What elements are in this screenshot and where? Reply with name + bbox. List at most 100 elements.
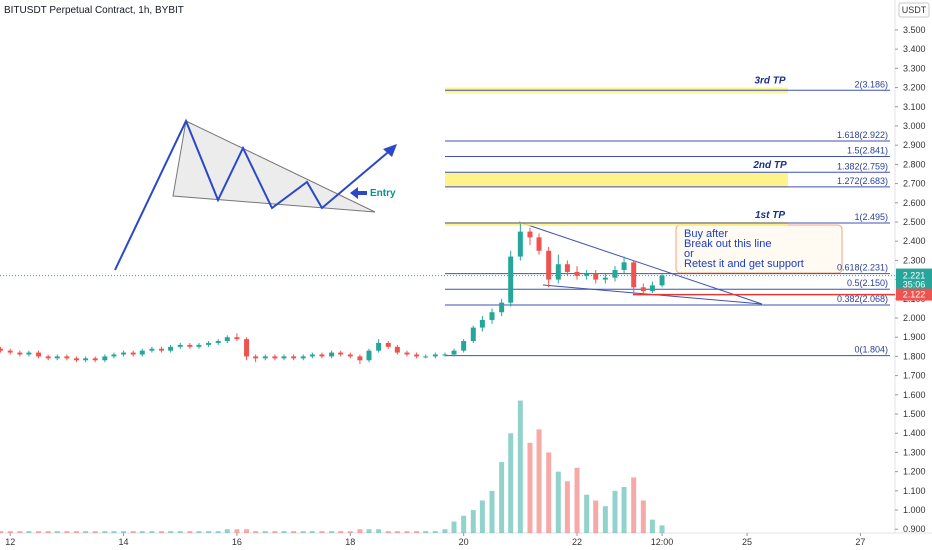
volume-bar: [253, 531, 259, 533]
candle-body: [470, 327, 476, 342]
volume-bar: [564, 481, 570, 533]
candle-body: [121, 352, 127, 355]
volume-bar: [92, 531, 98, 533]
volume-bar: [45, 531, 51, 533]
y-tick-label: 1.600: [903, 390, 926, 400]
y-tick-label: 1.400: [903, 428, 926, 438]
candle-body: [309, 354, 315, 357]
y-tick-label: 2.700: [903, 179, 926, 189]
candle-body: [423, 356, 429, 358]
y-tick-label: 1.100: [903, 486, 926, 496]
candle-body: [187, 344, 193, 347]
candle-body: [300, 356, 306, 359]
x-tick-label: 22: [572, 537, 582, 547]
fib-label: 1.382(2.759): [837, 161, 888, 171]
volume-bar: [451, 521, 457, 533]
candle-body: [527, 231, 533, 238]
candle-body: [45, 356, 51, 359]
candle-body: [234, 337, 240, 340]
candle-body: [64, 356, 70, 359]
volume-bar: [499, 462, 505, 533]
candle-body: [347, 354, 353, 357]
volume-bar: [159, 531, 165, 533]
volume-bar: [432, 531, 438, 533]
volume-bar: [640, 500, 646, 533]
fib-label: 1.5(2.841): [847, 146, 888, 156]
upper-trendline: [518, 221, 763, 305]
x-tick-label: 27: [855, 537, 865, 547]
volume-bar: [404, 531, 410, 533]
candle-body: [649, 285, 655, 292]
candle-body: [262, 356, 268, 359]
volume-bar: [111, 531, 117, 533]
volume-bar: [546, 452, 552, 533]
volume-bar: [338, 531, 344, 533]
chart-title: BITUSDT Perpetual Contract, 1h, BYBIT: [4, 5, 184, 16]
volume-bar: [659, 525, 665, 533]
currency-badge: [898, 2, 930, 18]
candle-body: [338, 352, 344, 355]
y-tick-label: 1.500: [903, 409, 926, 419]
tp-zone-label: 3rd TP: [754, 76, 785, 87]
candle-body: [536, 237, 542, 251]
candle-body: [584, 273, 590, 276]
volume-bar: [555, 471, 561, 533]
candle-body: [404, 352, 410, 355]
volume-bar: [234, 529, 240, 533]
volume-bar: [272, 531, 278, 533]
arrow-head: [383, 144, 397, 157]
y-tick-label: 1.300: [903, 447, 926, 457]
volume-bar: [224, 529, 230, 533]
candle-body: [291, 356, 297, 359]
volume-bar: [74, 531, 80, 533]
volume-bar: [215, 531, 221, 533]
volume-bar: [479, 500, 485, 533]
candle-body: [149, 348, 155, 351]
x-tick-label: 25: [742, 537, 752, 547]
volume-bar: [300, 531, 306, 533]
fib-label: 2(3.186): [854, 79, 888, 89]
y-tick-label: 3.400: [903, 44, 926, 54]
candle-body: [83, 358, 89, 361]
candle-body: [215, 341, 221, 343]
candle-body: [555, 264, 561, 280]
y-tick-label: 2.000: [903, 313, 926, 323]
candle-body: [394, 346, 400, 353]
support-tag: [896, 288, 932, 301]
volume-bar: [149, 531, 155, 533]
volume-bar: [357, 529, 363, 533]
tp-zone: [445, 172, 788, 188]
candle-body: [574, 271, 580, 276]
candle-body: [54, 356, 60, 359]
volume-bar: [139, 531, 145, 533]
candle-body: [244, 339, 250, 357]
y-tick-label: 1.700: [903, 371, 926, 381]
volume-bar: [366, 529, 372, 533]
tp-zone-label: 2nd TP: [752, 160, 787, 171]
candle-body: [499, 302, 505, 313]
note-line: Break out this line: [684, 238, 771, 250]
y-tick-label: 3.300: [903, 63, 926, 73]
y-tick-label: 2.400: [903, 236, 926, 246]
volume-bar: [0, 531, 4, 533]
candle-body: [414, 354, 420, 357]
candle-body: [640, 287, 646, 292]
candle-body: [546, 250, 552, 280]
note-line: or: [684, 248, 694, 260]
note-line: Buy after: [684, 228, 728, 240]
volume-bar: [470, 510, 476, 533]
candle-body: [366, 350, 372, 361]
support-tag-label: 2.122: [903, 290, 926, 300]
volume-bar: [177, 531, 183, 533]
candle-body: [168, 346, 174, 351]
fib-label: 0.382(2.068): [837, 294, 888, 304]
candle-body: [253, 356, 259, 359]
candle-body: [451, 350, 457, 355]
candle-body: [479, 319, 485, 328]
candle-body: [385, 342, 391, 347]
candle-body: [196, 344, 202, 347]
candle-body: [461, 341, 467, 351]
y-tick-label: 2.900: [903, 140, 926, 150]
